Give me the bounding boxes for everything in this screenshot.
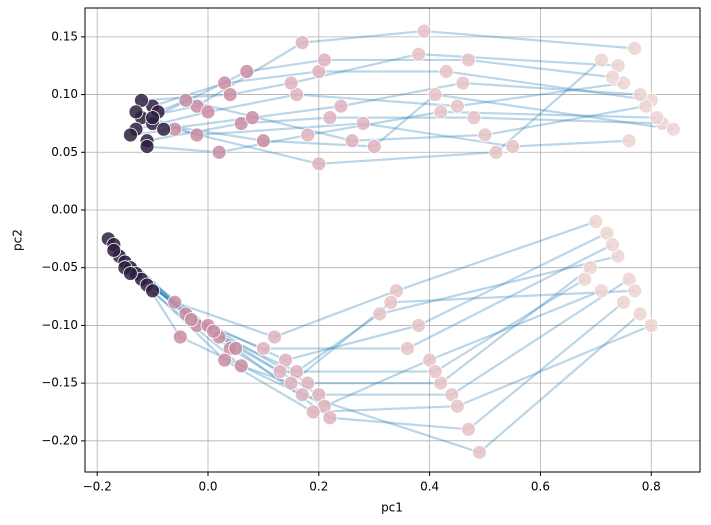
point (206, 323, 221, 339)
x-tick-label: 0.8 (642, 480, 661, 494)
point (189, 127, 205, 143)
y-tick-label: −0.05 (41, 260, 78, 274)
point (366, 139, 382, 154)
point (411, 46, 426, 62)
point (183, 312, 199, 328)
point (344, 133, 360, 149)
point (649, 110, 665, 126)
point (311, 156, 327, 172)
point (178, 92, 194, 108)
point (449, 98, 465, 114)
y-tick-label: 0.00 (51, 202, 78, 216)
y-tick-label: 0.05 (51, 145, 78, 159)
point (593, 283, 609, 299)
point (272, 364, 288, 379)
y-tick-label: 0.15 (51, 29, 78, 43)
point (211, 144, 227, 160)
point (455, 75, 471, 91)
point (593, 52, 609, 68)
point (106, 242, 122, 258)
point (244, 110, 260, 126)
point (616, 294, 631, 310)
point (411, 318, 426, 333)
point (305, 404, 321, 420)
x-tick-label: 0.4 (420, 480, 439, 494)
point (588, 214, 604, 229)
y-tick-label: 0.10 (51, 87, 78, 101)
point (267, 329, 282, 345)
point (461, 52, 476, 68)
point (294, 387, 310, 403)
plot-frame (84, 7, 701, 473)
y-tick-label: −0.15 (41, 376, 78, 390)
point (605, 69, 620, 85)
point (438, 64, 454, 79)
point (145, 283, 160, 299)
x-tick-label: −0.2 (83, 480, 112, 494)
point (294, 35, 310, 51)
point (123, 127, 138, 143)
point (256, 133, 271, 149)
point (233, 358, 249, 374)
point (577, 271, 593, 287)
point (621, 133, 637, 149)
point (632, 306, 648, 322)
point (139, 139, 155, 154)
point (228, 341, 244, 356)
point (316, 52, 332, 68)
point (477, 127, 493, 143)
point (355, 116, 371, 131)
point (283, 375, 299, 391)
trajectory-line (140, 278, 625, 431)
y-tick-label: −0.10 (41, 318, 78, 332)
point (283, 75, 299, 91)
point (372, 306, 388, 322)
point (200, 104, 216, 120)
point (488, 144, 504, 160)
point (416, 23, 432, 39)
point (472, 444, 487, 460)
point (627, 283, 643, 299)
trajectory-line (141, 29, 635, 119)
point (449, 398, 465, 414)
point (128, 104, 144, 120)
point (505, 139, 521, 154)
x-axis-label: pc1 (381, 501, 403, 515)
point (433, 104, 449, 120)
point (461, 421, 476, 437)
trajectory-line (113, 243, 613, 350)
point (666, 121, 681, 137)
point (217, 352, 233, 368)
point (427, 364, 443, 379)
point (172, 329, 188, 345)
point (632, 87, 648, 102)
point (156, 121, 172, 137)
point (333, 98, 349, 114)
y-tick-label: −0.20 (41, 433, 78, 447)
point (123, 266, 138, 281)
point (167, 294, 183, 310)
point (322, 110, 338, 126)
point (466, 110, 482, 126)
point (256, 341, 271, 356)
point (383, 294, 399, 310)
point (605, 237, 620, 253)
trajectory-line (135, 272, 602, 408)
point (145, 110, 160, 126)
y-axis-label: pc2 (11, 229, 25, 251)
point (239, 64, 255, 79)
x-tick-label: 0.0 (198, 480, 217, 494)
point (400, 341, 415, 356)
x-tick-label: 0.6 (531, 480, 550, 494)
point (627, 40, 643, 56)
point (427, 87, 443, 102)
point (643, 318, 659, 333)
point (322, 410, 338, 426)
x-tick-label: 0.2 (309, 480, 328, 494)
point (222, 87, 238, 102)
point (300, 127, 316, 143)
